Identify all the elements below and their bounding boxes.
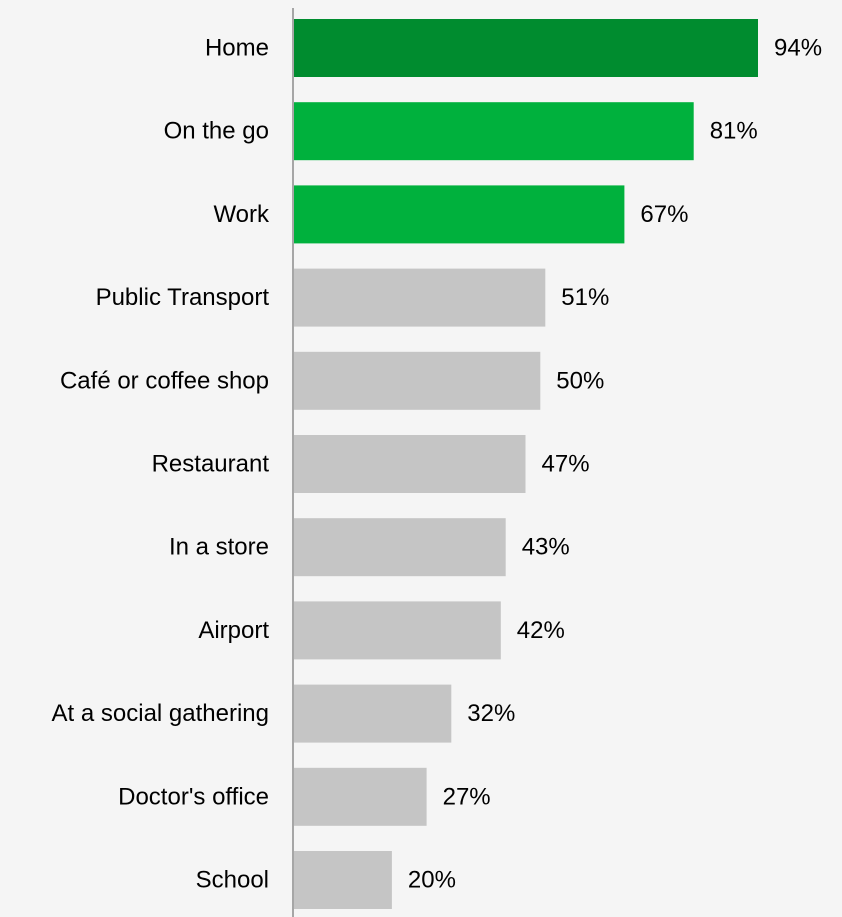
- bar-airport: [293, 601, 501, 660]
- value-label-school: 20%: [408, 867, 456, 894]
- value-label-doctor-s-office: 27%: [443, 783, 491, 810]
- category-label-in-a-store: In a store: [169, 534, 269, 561]
- value-label-restaurant: 47%: [542, 451, 590, 478]
- bar-public-transport: [293, 268, 546, 327]
- category-label-home: Home: [205, 35, 269, 62]
- bar-work: [293, 185, 625, 244]
- value-label-public-transport: 51%: [561, 284, 609, 311]
- value-label-work: 67%: [640, 201, 688, 228]
- bar-restaurant: [293, 435, 526, 493]
- category-labels-group: Home On the go Work Public Transport Café or…: [52, 35, 270, 894]
- value-label-on-the-go: 81%: [710, 118, 758, 145]
- value-label-home: 94%: [774, 35, 822, 62]
- category-label-doctor-s-office: Doctor's office: [118, 783, 269, 810]
- category-label-public-transport: Public Transport: [96, 284, 270, 311]
- value-labels-group: 94% 81% 67% 51% 50% 47% 43% 42% 32% 27% 20%: [408, 35, 822, 894]
- category-label-school: School: [196, 867, 269, 894]
- bar-home: [293, 19, 758, 77]
- bar-in-a-store: [293, 518, 506, 577]
- bars-group: [293, 19, 758, 909]
- category-label-on-the-go: On the go: [164, 118, 269, 145]
- value-label-caf-or-coffee-shop: 50%: [556, 367, 604, 394]
- value-label-in-a-store: 43%: [522, 534, 570, 561]
- category-label-caf-or-coffee-shop: Café or coffee shop: [60, 367, 269, 394]
- category-label-work: Work: [213, 201, 270, 228]
- bar-school: [293, 851, 392, 909]
- bar-caf-or-coffee-shop: [293, 351, 541, 410]
- bar-on-the-go: [293, 102, 694, 161]
- value-label-at-a-social-gathering: 32%: [467, 700, 515, 727]
- bar-doctor-s-office: [293, 767, 427, 826]
- bar-at-a-social-gathering: [293, 684, 452, 743]
- category-label-at-a-social-gathering: At a social gathering: [52, 700, 269, 727]
- category-label-airport: Airport: [198, 617, 269, 644]
- value-label-airport: 42%: [517, 617, 565, 644]
- category-label-restaurant: Restaurant: [152, 451, 270, 478]
